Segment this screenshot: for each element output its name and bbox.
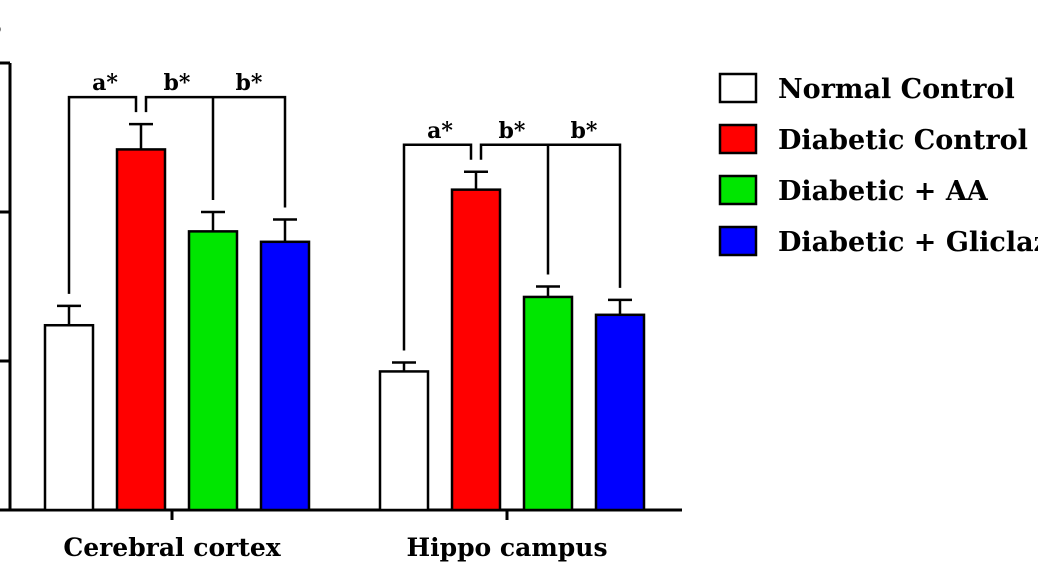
category-label: Cerebral cortex: [63, 533, 281, 562]
legend-swatch: [718, 123, 758, 155]
significance-label: b*: [571, 118, 598, 144]
legend-label: Diabetic Control: [778, 125, 1028, 156]
bracket-b: [144, 95, 287, 208]
legend-label: Normal Control: [778, 74, 1015, 105]
bars-group: [43, 122, 646, 512]
legend-label: Diabetic + Gliclazide: [778, 227, 1038, 258]
significance-label: a*: [427, 118, 453, 144]
bar: [450, 188, 502, 512]
legend-label: Diabetic + AA: [778, 176, 989, 207]
bar: [522, 295, 574, 512]
legend-swatch: [718, 72, 758, 104]
significance-brackets: a* b* b* a* b* b*: [67, 70, 622, 351]
category-label: Hippo campus: [406, 533, 607, 562]
bracket-a: [402, 143, 473, 351]
bar: [187, 230, 239, 512]
bar: [43, 323, 95, 512]
category-labels: Cerebral cortex Hippo campus: [63, 533, 607, 562]
legend: Normal Control Diabetic Control Diabetic +…: [718, 72, 1038, 258]
legend-swatch: [718, 174, 758, 206]
y-tick-label: 5: [0, 15, 2, 39]
bracket-a: [67, 95, 138, 294]
significance-label: b*: [236, 70, 263, 96]
bar: [594, 313, 646, 512]
bracket-b: [479, 143, 622, 288]
significance-label: b*: [499, 118, 526, 144]
bar: [378, 370, 430, 512]
bar: [259, 240, 311, 512]
legend-swatch: [718, 225, 758, 257]
bar: [115, 148, 167, 512]
significance-label: a*: [92, 70, 118, 96]
significance-label: b*: [164, 70, 191, 96]
